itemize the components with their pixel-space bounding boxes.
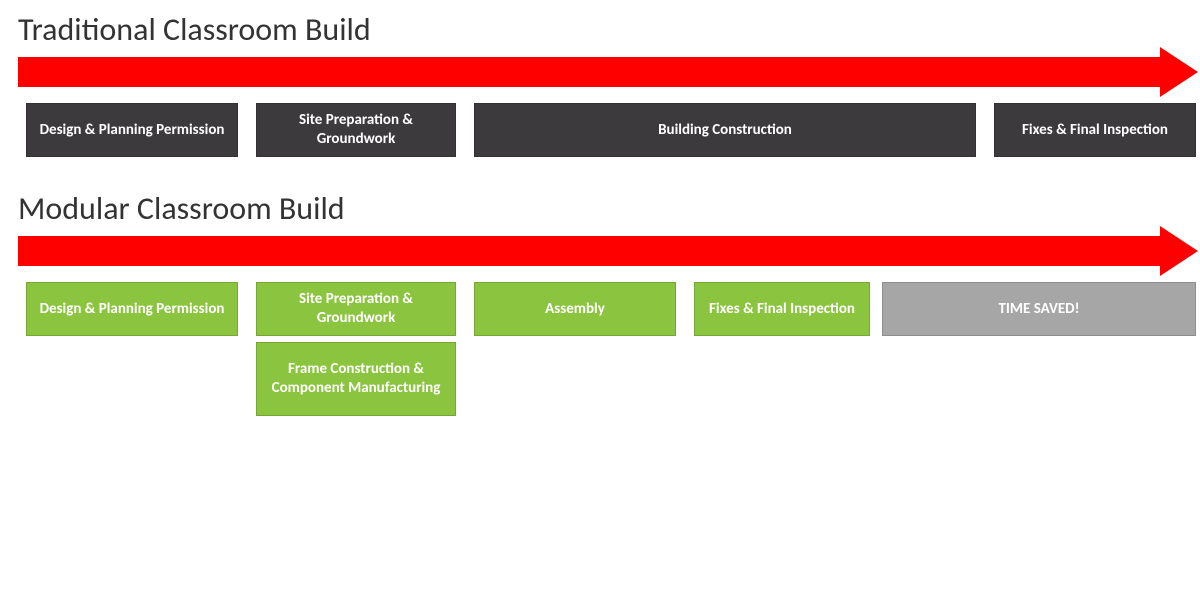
traditional-title: Traditional Classroom Build [18,10,1188,49]
phase-box: Assembly [474,282,676,336]
time-saved-box: TIME SAVED! [882,282,1196,336]
modular-row-2: Frame Construction & Component Manufactu… [12,342,1188,416]
phase-box: Design & Planning Permission [26,103,238,157]
arrow-head-icon [1160,47,1198,97]
phase-box: Design & Planning Permission [26,282,238,336]
arrow-bar [18,236,1160,266]
traditional-arrow [12,57,1188,87]
phase-box: Frame Construction & Component Manufactu… [256,342,456,416]
modular-row-1: Design & Planning Permission Site Prepar… [12,282,1188,336]
modular-title: Modular Classroom Build [18,189,1188,228]
phase-box: Site Preparation & Groundwork [256,103,456,157]
arrow-head-icon [1160,226,1198,276]
modular-arrow [12,236,1188,266]
section-spacer [12,163,1188,189]
arrow-bar [18,57,1160,87]
traditional-row: Design & Planning Permission Site Prepar… [12,103,1188,157]
phase-box: Building Construction [474,103,976,157]
phase-box: Fixes & Final Inspection [994,103,1196,157]
phase-box: Fixes & Final Inspection [694,282,870,336]
phase-box: Site Preparation & Groundwork [256,282,456,336]
